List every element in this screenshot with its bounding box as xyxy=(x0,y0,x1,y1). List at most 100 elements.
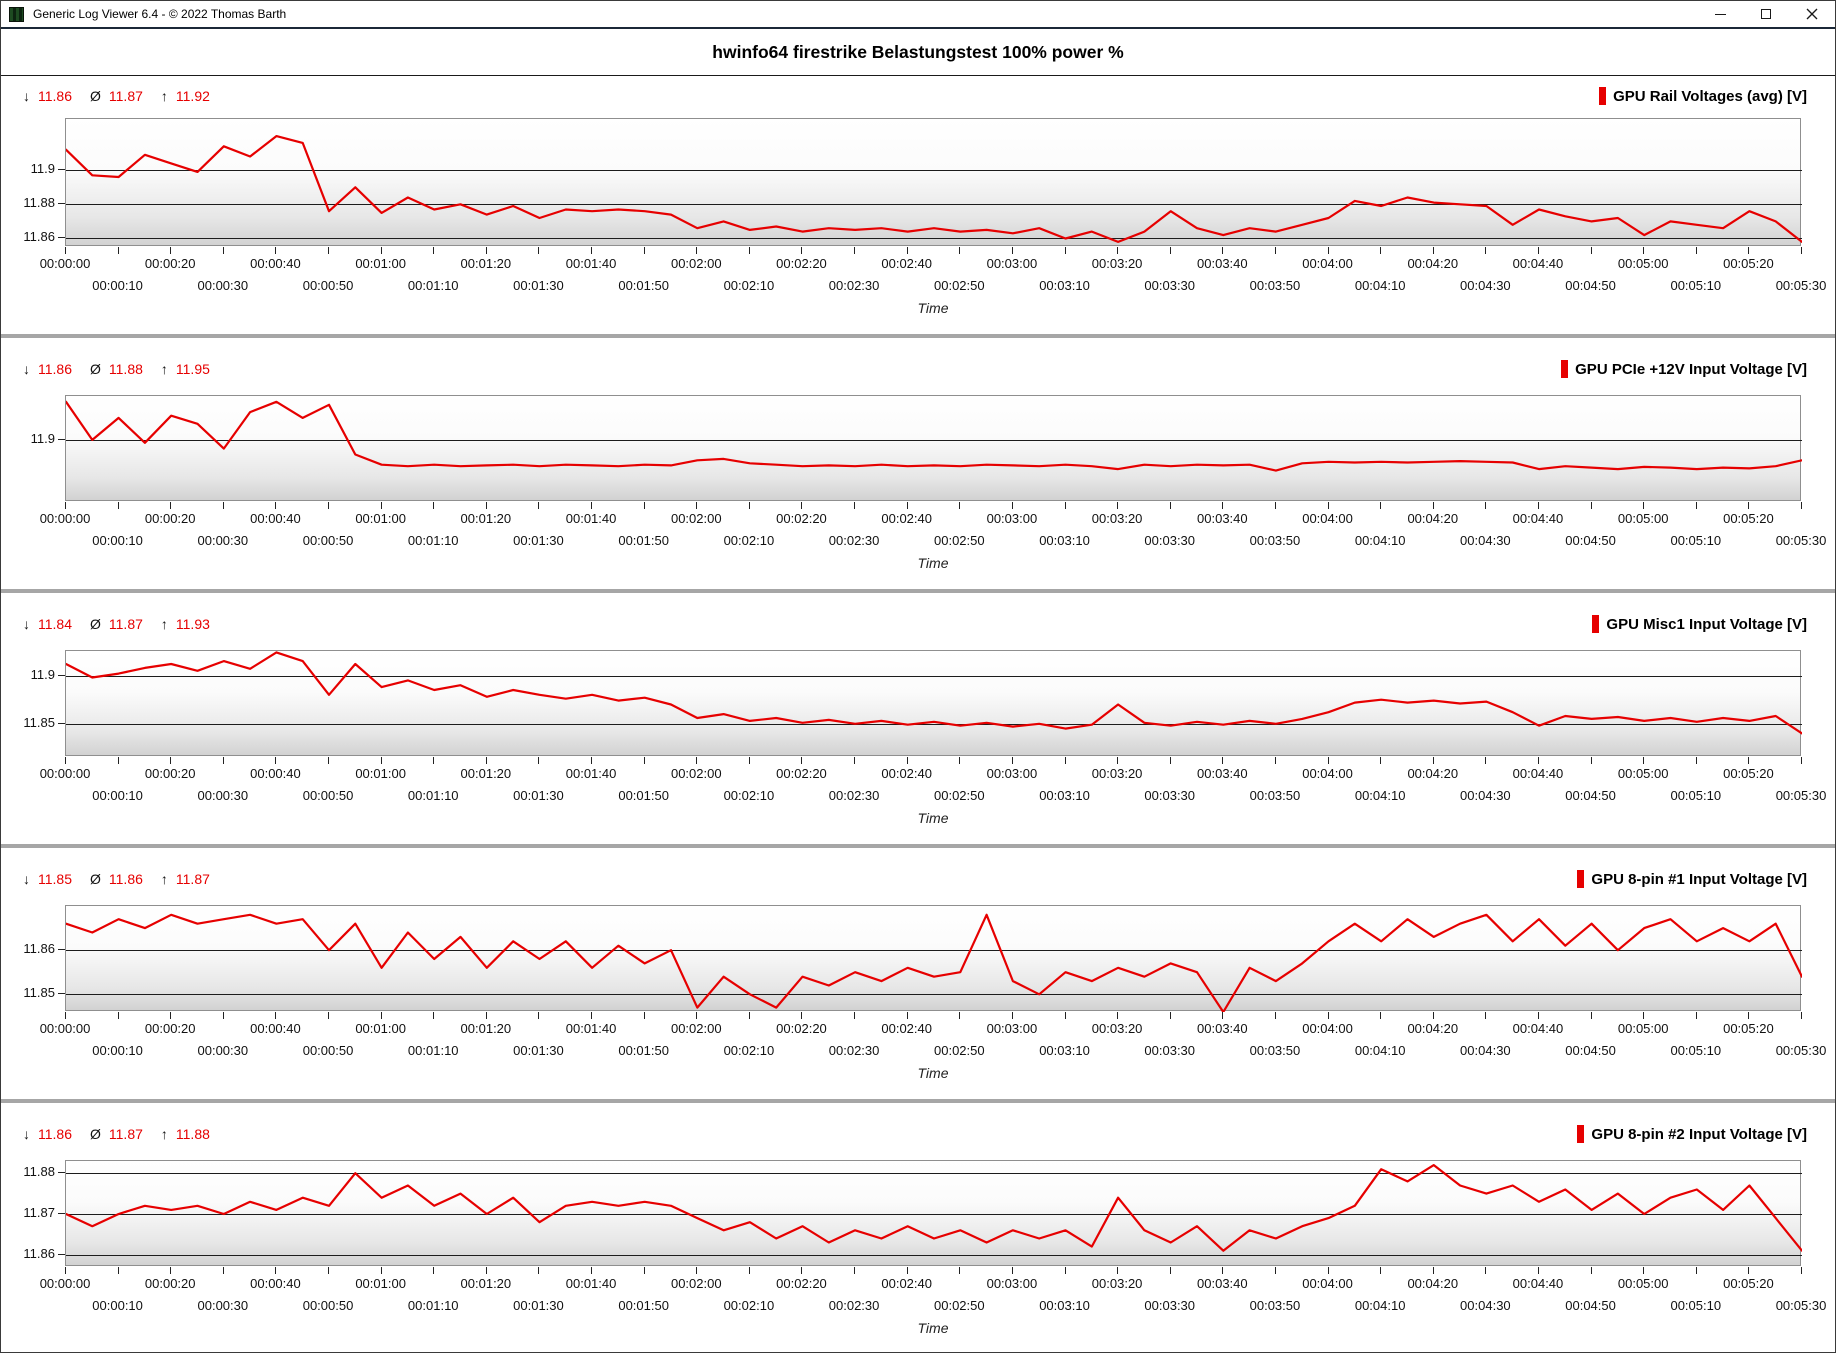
legend-label: GPU 8-pin #2 Input Voltage [V] xyxy=(1591,1125,1807,1143)
avg-symbol-icon: Ø xyxy=(90,361,101,377)
x-axis-tick xyxy=(1432,502,1434,509)
x-axis-label: 00:02:50 xyxy=(933,1043,985,1058)
x-axis-label: 00:02:00 xyxy=(670,256,722,271)
x-axis-label: 00:04:30 xyxy=(1460,1298,1511,1313)
x-axis-tick xyxy=(959,247,961,254)
chart-legend[interactable]: GPU 8-pin #2 Input Voltage [V] xyxy=(1577,1123,1807,1145)
x-axis-label: 00:02:00 xyxy=(670,1276,722,1291)
x-axis-tick xyxy=(1274,502,1276,509)
close-icon xyxy=(1806,8,1818,20)
x-axis-tick xyxy=(485,1267,487,1274)
x-axis-label: 00:04:50 xyxy=(1565,1043,1616,1058)
x-axis-label: 00:03:20 xyxy=(1091,1021,1143,1036)
y-axis-label: 11.86 xyxy=(23,941,55,957)
chart-stats: ↓ 11.85 Ø 11.86 ↑ 11.87 xyxy=(23,870,210,888)
x-axis-tick xyxy=(1485,1267,1487,1274)
x-axis-tick xyxy=(854,1012,856,1019)
x-axis-tick xyxy=(1117,247,1119,254)
x-axis-tick xyxy=(1169,757,1171,764)
minimize-icon xyxy=(1714,13,1726,15)
x-axis-label: 00:05:20 xyxy=(1723,256,1774,271)
x-axis-tick xyxy=(748,1012,750,1019)
y-axis-label: 11.88 xyxy=(23,1164,55,1180)
chart-legend[interactable]: GPU PCIe +12V Input Voltage [V] xyxy=(1561,358,1807,380)
y-axis-tick xyxy=(58,723,65,724)
x-axis-label: 00:00:00 xyxy=(39,766,91,781)
x-axis-tick xyxy=(380,757,382,764)
x-axis-label: 00:05:20 xyxy=(1723,766,1774,781)
x-axis-tick xyxy=(906,1267,908,1274)
x-axis-label: 00:05:00 xyxy=(1617,1276,1669,1291)
x-axis-label: 00:04:50 xyxy=(1565,1298,1616,1313)
x-axis-tick xyxy=(1117,502,1119,509)
chart-legend[interactable]: GPU Rail Voltages (avg) [V] xyxy=(1599,85,1807,107)
x-axis-tick xyxy=(1590,757,1592,764)
chart-svg xyxy=(66,400,1802,472)
x-axis-tick xyxy=(170,757,172,764)
y-axis-label: 11.9 xyxy=(30,666,55,682)
x-axis-label: 00:02:30 xyxy=(828,788,880,803)
x-axis-tick xyxy=(801,1012,803,1019)
plot-area[interactable] xyxy=(65,395,1802,501)
x-axis-label: 00:02:50 xyxy=(933,278,985,293)
x-axis-label: 00:02:20 xyxy=(776,1276,827,1291)
x-axis-tick xyxy=(801,502,803,509)
x-axis-ticks xyxy=(1,757,1835,765)
x-axis-tick xyxy=(1117,1012,1119,1019)
x-axis-label: 00:03:40 xyxy=(1197,1276,1248,1291)
x-axis-tick xyxy=(1117,1267,1119,1274)
x-axis-tick xyxy=(591,247,593,254)
x-axis-tick xyxy=(275,502,277,509)
avg-symbol-icon: Ø xyxy=(90,88,101,104)
chart-legend[interactable]: GPU 8-pin #1 Input Voltage [V] xyxy=(1577,868,1807,890)
x-axis-label: 00:03:30 xyxy=(1144,788,1196,803)
chart-legend[interactable]: GPU Misc1 Input Voltage [V] xyxy=(1592,613,1807,635)
plot-area[interactable] xyxy=(65,650,1802,756)
x-axis-tick xyxy=(1064,1012,1066,1019)
x-axis-tick xyxy=(1485,502,1487,509)
legend-label: GPU Rail Voltages (avg) [V] xyxy=(1613,87,1807,105)
plot-area[interactable] xyxy=(65,905,1802,1012)
x-axis-label: 00:04:50 xyxy=(1565,533,1616,548)
x-axis-label: 00:02:00 xyxy=(670,511,722,526)
minimize-button[interactable] xyxy=(1697,1,1743,27)
close-button[interactable] xyxy=(1789,1,1835,27)
x-axis-tick xyxy=(485,247,487,254)
x-axis-tick xyxy=(1432,1267,1434,1274)
x-axis-tick xyxy=(485,1012,487,1019)
x-axis-label: 00:00:40 xyxy=(250,256,301,271)
x-axis-tick xyxy=(485,757,487,764)
x-axis-label: 00:02:50 xyxy=(933,788,985,803)
plot-area[interactable] xyxy=(65,118,1802,246)
x-axis-label: 00:00:10 xyxy=(92,1043,143,1058)
x-axis-label: 00:04:40 xyxy=(1512,1021,1564,1036)
x-axis-tick xyxy=(1169,502,1171,509)
x-axis-label: 00:04:00 xyxy=(1302,1021,1353,1036)
x-axis-label: 00:00:00 xyxy=(39,1021,91,1036)
x-axis-tick xyxy=(696,1267,698,1274)
x-axis-tick xyxy=(959,502,961,509)
x-axis-tick xyxy=(65,757,66,764)
stat-max: 11.93 xyxy=(175,616,210,632)
x-axis-tick xyxy=(696,247,698,254)
min-arrow-icon: ↓ xyxy=(23,88,30,104)
x-axis-label: 00:04:10 xyxy=(1354,533,1406,548)
stat-avg: 11.88 xyxy=(108,361,143,377)
x-axis-ticks xyxy=(1,247,1835,255)
x-axis-label: 00:05:20 xyxy=(1723,511,1774,526)
plot-area[interactable] xyxy=(65,1160,1802,1266)
x-axis-label: 00:01:50 xyxy=(618,1043,669,1058)
x-axis-tick xyxy=(65,502,66,509)
title-bar[interactable]: Generic Log Viewer 6.4 - © 2022 Thomas B… xyxy=(1,1,1835,29)
x-axis-label: 00:02:30 xyxy=(828,1298,880,1313)
x-axis-tick xyxy=(1011,1012,1013,1019)
x-axis-title: Time xyxy=(917,300,949,316)
x-axis-tick xyxy=(1274,757,1276,764)
x-axis-label: 00:00:00 xyxy=(39,511,91,526)
maximize-button[interactable] xyxy=(1743,1,1789,27)
x-axis-tick xyxy=(748,1267,750,1274)
x-axis-tick xyxy=(643,247,645,254)
x-axis-label: 00:02:40 xyxy=(881,1276,932,1291)
x-axis-label: 00:01:40 xyxy=(565,1276,617,1291)
chart-panel: ↓ 11.84 Ø 11.87 ↑ 11.93 GPU Misc1 Input … xyxy=(1,593,1835,844)
